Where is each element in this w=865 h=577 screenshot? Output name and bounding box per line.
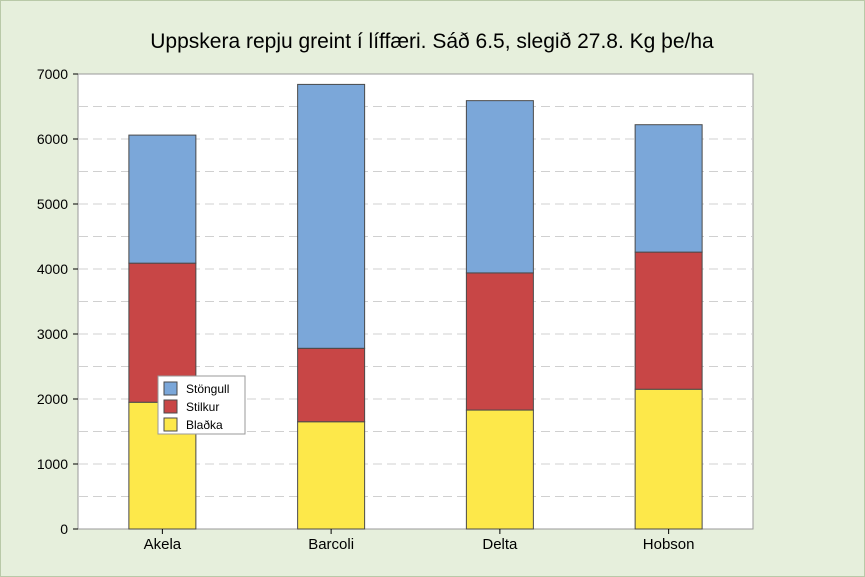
- y-tick-label: 2000: [37, 391, 68, 407]
- bar-segment-2-2: [465, 100, 534, 274]
- y-tick-label: 1000: [37, 456, 68, 472]
- bar-segment-2-0: [465, 409, 534, 530]
- legend: Stöngull Stilkur Blaðka: [157, 375, 246, 435]
- y-tick-label: 4000: [37, 261, 68, 277]
- y-tick-label: 0: [60, 521, 68, 537]
- y-axis: 0 1000 2000 3000 4000 5000 6000 7000: [37, 66, 78, 537]
- bar-segment-1-1: [297, 347, 366, 423]
- bar-segment-0-2: [128, 134, 197, 264]
- legend-swatch: [163, 381, 178, 396]
- bar-segment-3-0: [634, 388, 703, 530]
- bar-segment-2-1: [465, 272, 534, 411]
- legend-label: Stilkur: [186, 400, 219, 414]
- legend-label: Blaðka: [186, 418, 223, 432]
- x-axis: Akela Barcoli Delta Hobson: [144, 529, 695, 553]
- bar-segment-1-0: [297, 421, 366, 530]
- y-tick-label: 3000: [37, 326, 68, 342]
- legend-label: Stöngull: [186, 382, 229, 396]
- x-category-label: Barcoli: [308, 536, 354, 553]
- legend-swatch: [163, 417, 178, 432]
- bar-segment-3-1: [634, 251, 703, 390]
- x-category-label: Hobson: [643, 536, 695, 553]
- y-tick-label: 5000: [37, 196, 68, 212]
- y-tick-label: 6000: [37, 131, 68, 147]
- x-category-label: Delta: [482, 536, 518, 553]
- x-category-label: Akela: [144, 536, 182, 553]
- bar-segment-3-2: [634, 124, 703, 253]
- bar-segment-1-2: [297, 83, 366, 349]
- y-tick-label: 7000: [37, 66, 68, 82]
- chart-title: Uppskera repju greint í líffæri. Sáð 6.5…: [150, 30, 714, 53]
- legend-swatch: [163, 399, 178, 414]
